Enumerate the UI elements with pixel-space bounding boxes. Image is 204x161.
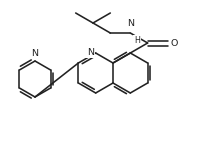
Text: O: O	[170, 38, 177, 47]
Text: N: N	[86, 47, 93, 57]
Text: N: N	[126, 19, 133, 28]
Text: H: H	[134, 36, 140, 45]
Text: N: N	[31, 49, 38, 58]
